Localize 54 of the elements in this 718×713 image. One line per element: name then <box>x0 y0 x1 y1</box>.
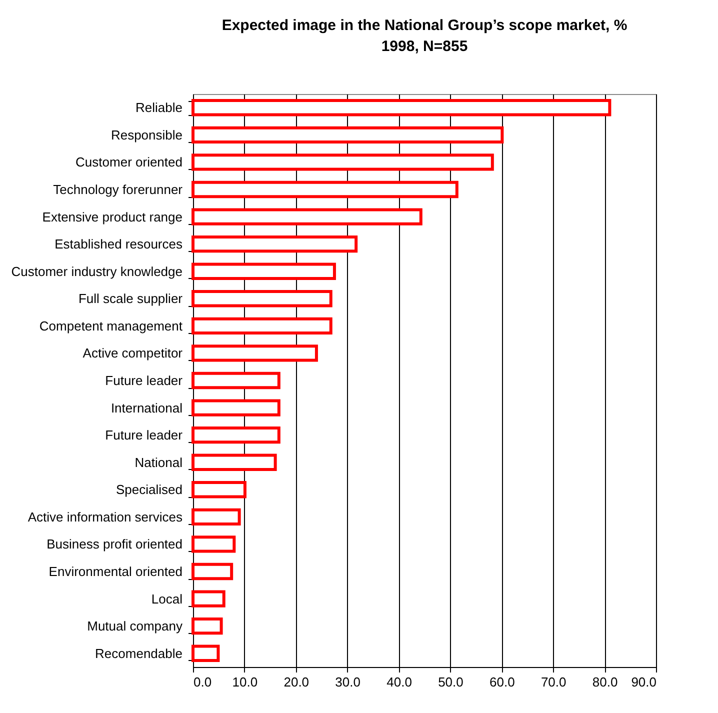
bar <box>192 126 504 144</box>
bar <box>192 344 318 362</box>
bar <box>192 508 241 526</box>
bar <box>192 208 422 226</box>
x-tick-label: 20.0 <box>284 674 310 690</box>
bar <box>192 154 494 171</box>
y-tick-label: Reliable <box>136 100 182 116</box>
x-tick-label: 80.0 <box>592 674 618 690</box>
chart-title: Expected image in the National Group’s scope market, % <box>222 17 628 34</box>
bar <box>192 399 280 416</box>
y-tick-label: Customer oriented <box>76 154 182 170</box>
y-tick-label: Future leader <box>105 428 184 443</box>
bar <box>192 644 220 662</box>
x-tick-label: 70.0 <box>540 674 566 690</box>
x-tick-label: 0.0 <box>194 674 212 690</box>
y-tick-label: Active information services <box>28 509 183 524</box>
y-tick-label: National <box>134 454 183 470</box>
y-tick-label: Established resources <box>54 236 183 252</box>
bar <box>192 235 358 253</box>
x-tick-label: 90.0 <box>631 674 656 690</box>
bar <box>192 481 246 498</box>
x-tick-label: 30.0 <box>335 674 360 690</box>
bar <box>192 590 226 608</box>
y-tick-label: Business profit oriented <box>46 536 182 552</box>
y-tick-label: Recomendable <box>95 646 182 661</box>
y-tick-label: Competent management <box>39 318 183 334</box>
bar <box>192 317 332 335</box>
y-tick-label: Responsible <box>110 127 182 142</box>
bar <box>192 536 236 553</box>
x-tick-label: 40.0 <box>386 674 412 690</box>
bar <box>192 290 332 308</box>
x-tick-label: 60.0 <box>490 674 515 690</box>
bar <box>192 426 280 444</box>
bar <box>192 262 336 280</box>
y-tick-label: Technology forerunner <box>53 182 184 197</box>
chart-subtitle: 1998, N=855 <box>381 38 468 55</box>
y-tick-label: Active competitor <box>82 346 184 361</box>
y-tick-label: International <box>110 400 183 416</box>
bar <box>192 372 280 390</box>
y-tick-label: Specialised <box>116 482 182 498</box>
y-tick-label: Mutual company <box>87 618 183 634</box>
x-tick-label: 10.0 <box>232 674 258 690</box>
y-tick-label: Future leader <box>105 373 184 388</box>
x-tick-label: 50.0 <box>438 674 464 690</box>
bar <box>192 180 458 198</box>
y-tick-label: Full scale supplier <box>78 291 184 306</box>
bar <box>192 617 223 635</box>
bar <box>192 562 234 580</box>
y-tick-label: Local <box>151 591 183 606</box>
bar <box>192 99 612 116</box>
y-tick-label: Customer industry knowledge <box>11 264 182 279</box>
y-tick-label: Extensive product range <box>42 209 182 224</box>
y-tick-label: Environmental oriented <box>48 564 182 579</box>
bar <box>192 454 277 471</box>
